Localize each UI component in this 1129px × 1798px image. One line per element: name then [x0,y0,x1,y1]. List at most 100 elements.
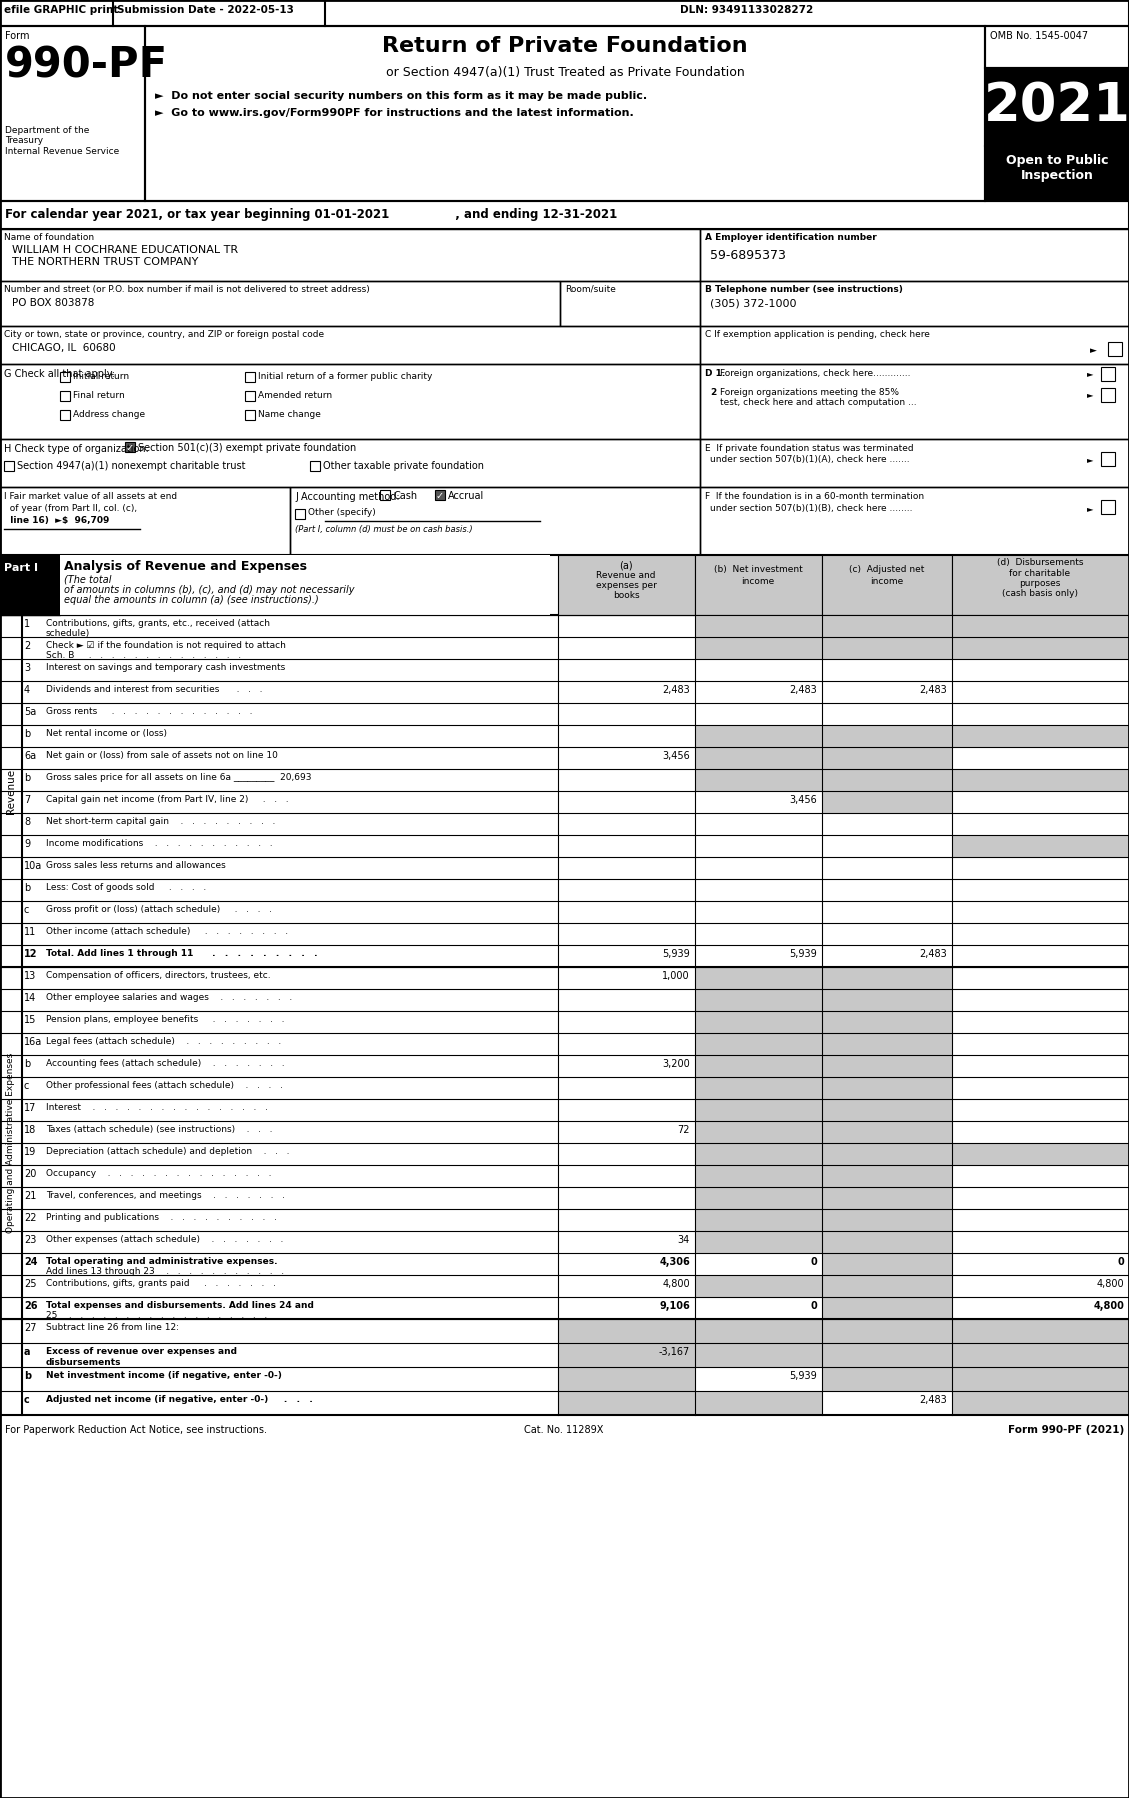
Text: 0: 0 [1118,1257,1124,1268]
Text: Excess of revenue over expenses and: Excess of revenue over expenses and [46,1347,237,1356]
Bar [695,725,822,746]
Bar [245,410,255,421]
Bar [695,1165,822,1187]
Text: for charitable: for charitable [1009,568,1070,577]
Bar [952,834,1129,858]
Text: 2,483: 2,483 [789,685,817,696]
Text: 22: 22 [24,1214,36,1223]
Text: Address change: Address change [73,410,146,419]
Text: Accrual: Accrual [448,491,484,502]
Text: books: books [613,592,639,601]
Bar [695,1232,822,1253]
Text: ✓: ✓ [126,442,134,453]
Bar [558,1320,695,1343]
Bar [0,280,560,325]
Text: Operating and Administrative Expenses: Operating and Administrative Expenses [7,1054,16,1233]
Text: 0: 0 [811,1257,817,1268]
Text: c: c [24,1395,29,1404]
Text: 7: 7 [24,795,30,806]
Bar [952,1343,1129,1366]
Bar [952,1320,1129,1343]
Bar [145,25,984,201]
Text: Legal fees (attach schedule)    .   .   .   .   .   .   .   .   .: Legal fees (attach schedule) . . . . . .… [46,1037,281,1046]
Text: 5,939: 5,939 [789,949,817,958]
Text: 1: 1 [24,619,30,629]
Text: C If exemption application is pending, check here: C If exemption application is pending, c… [704,331,930,340]
Text: Printing and publications    .   .   .   .   .   .   .   .   .   .: Printing and publications . . . . . . . … [46,1214,277,1223]
Text: (Part I, column (d) must be on cash basis.): (Part I, column (d) must be on cash basi… [295,525,473,534]
Text: c: c [24,904,29,915]
Bar [984,68,1129,146]
Text: Sch. B     .   .   .   .   .   .   .   .   .   .   .   .   .   .: Sch. B . . . . . . . . . . . . . . [46,651,242,660]
Text: Net gain or (loss) from sale of assets not on line 10: Net gain or (loss) from sale of assets n… [46,752,278,761]
Bar [0,0,1129,25]
Text: Initial return: Initial return [73,372,129,381]
Text: 25: 25 [24,1278,36,1289]
Bar [984,25,1129,68]
Bar [695,1077,822,1099]
Text: 72: 72 [677,1126,690,1135]
Text: For calendar year 2021, or tax year beginning 01-01-2021                , and en: For calendar year 2021, or tax year begi… [5,209,618,221]
Text: Department of the
Treasury
Internal Revenue Service: Department of the Treasury Internal Reve… [5,126,120,156]
Bar [952,1366,1129,1392]
Text: 4,800: 4,800 [1096,1278,1124,1289]
Text: Taxes (attach schedule) (see instructions)    .   .   .: Taxes (attach schedule) (see instruction… [46,1126,272,1135]
Text: Compensation of officers, directors, trustees, etc.: Compensation of officers, directors, tru… [46,971,271,980]
Text: 34: 34 [677,1235,690,1244]
Text: Open to Public
Inspection: Open to Public Inspection [1006,155,1109,182]
Text: 24: 24 [24,1257,37,1268]
Text: Interest    .   .   .   .   .   .   .   .   .   .   .   .   .   .   .   .: Interest . . . . . . . . . . . . . . . . [46,1102,268,1111]
Bar [822,556,952,615]
Text: b: b [24,728,30,739]
Text: 4,306: 4,306 [659,1257,690,1268]
Bar [0,439,700,487]
Text: b: b [24,883,30,894]
Bar [822,1077,952,1099]
Bar [822,1275,952,1296]
Text: Other taxable private foundation: Other taxable private foundation [323,460,484,471]
Bar [700,325,1129,363]
Bar [822,615,952,636]
Text: For Paperwork Reduction Act Notice, see instructions.: For Paperwork Reduction Act Notice, see … [5,1426,266,1435]
Text: J Accounting method:: J Accounting method: [295,493,400,502]
Bar [822,1253,952,1275]
Text: H Check type of organization:: H Check type of organization: [5,444,149,455]
Bar [558,1366,695,1392]
Bar [0,363,700,439]
Text: b: b [24,1372,32,1381]
Text: 2,483: 2,483 [919,949,947,958]
Bar [952,1144,1129,1165]
Text: Pension plans, employee benefits     .   .   .   .   .   .   .: Pension plans, employee benefits . . . .… [46,1016,285,1025]
Text: of amounts in columns (b), (c), and (d) may not necessarily: of amounts in columns (b), (c), and (d) … [64,584,355,595]
Text: 59-6895373: 59-6895373 [710,248,786,263]
Text: Net investment income (if negative, enter -0-): Net investment income (if negative, ente… [46,1372,282,1381]
Text: (cash basis only): (cash basis only) [1003,590,1078,599]
Bar [435,491,445,500]
Text: ✓: ✓ [436,491,444,502]
Bar [822,1034,952,1055]
Text: 4,800: 4,800 [1093,1302,1124,1311]
Text: 4: 4 [24,685,30,696]
Bar [695,770,822,791]
Bar [295,509,305,520]
Text: 15: 15 [24,1016,36,1025]
Bar [822,1343,952,1366]
Bar [695,746,822,770]
Text: Net rental income or (loss): Net rental income or (loss) [46,728,167,737]
Bar [1101,451,1115,466]
Text: Analysis of Revenue and Expenses: Analysis of Revenue and Expenses [64,559,307,574]
Text: 18: 18 [24,1126,36,1135]
Bar [700,439,1129,487]
Text: 11: 11 [24,928,36,937]
Text: (b)  Net investment: (b) Net investment [714,565,803,574]
Text: Income modifications    .   .   .   .   .   .   .   .   .   .   .: Income modifications . . . . . . . . . .… [46,840,272,849]
Bar [560,280,700,325]
Bar [695,1343,822,1366]
Text: Foreign organizations meeting the 85%: Foreign organizations meeting the 85% [720,388,899,397]
Bar [0,556,1129,615]
Text: Occupancy    .   .   .   .   .   .   .   .   .   .   .   .   .   .   .: Occupancy . . . . . . . . . . . . . . . [46,1169,271,1178]
Bar [695,1208,822,1232]
Text: City or town, state or province, country, and ZIP or foreign postal code: City or town, state or province, country… [5,331,324,340]
Text: ►  Go to www.irs.gov/Form990PF for instructions and the latest information.: ► Go to www.irs.gov/Form990PF for instru… [155,108,633,119]
Bar [695,1320,822,1343]
